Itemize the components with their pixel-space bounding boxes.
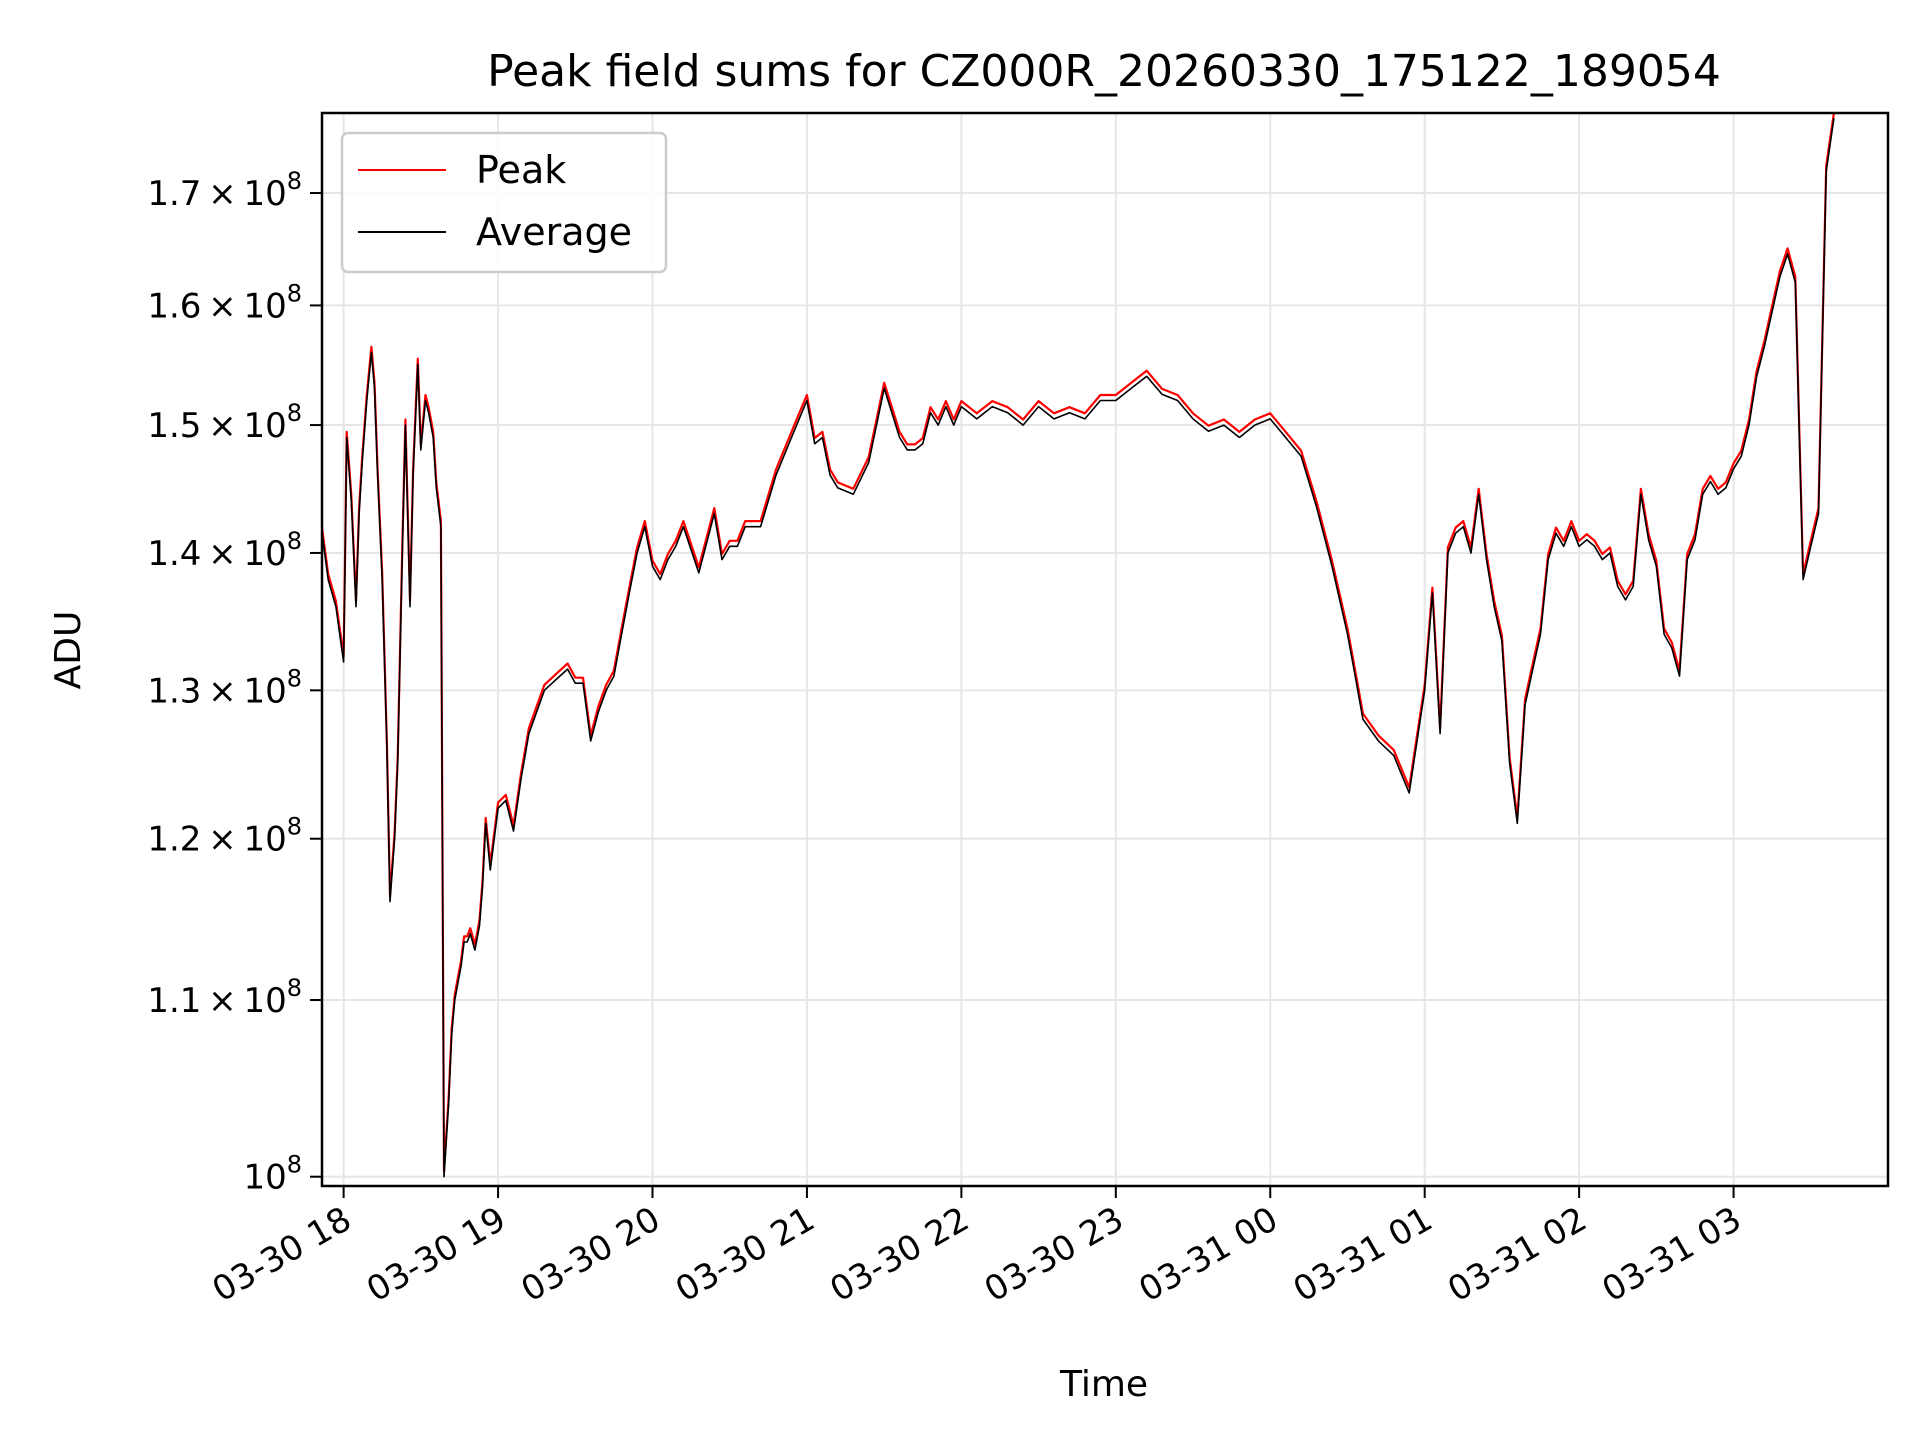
- legend-box: [340, 131, 668, 274]
- series-lines: [320, 112, 1835, 1178]
- x-tick-label: 03-30 23: [978, 1199, 1130, 1310]
- x-tick-label: 03-30 22: [823, 1199, 975, 1310]
- plot-frame: [320, 111, 1890, 1188]
- legend: Peak Average: [340, 131, 668, 274]
- x-tick-label: 03-30 20: [515, 1199, 667, 1310]
- y-tick-label: 1.4 × 108: [147, 527, 302, 574]
- y-tick-label: 1.7 × 108: [147, 167, 302, 214]
- x-tick-label: 03-30 21: [669, 1199, 821, 1310]
- y-axis: 108 1.1 × 108 1.2 × 108 1.3 × 108 1.4 × 108 1…: [147, 167, 322, 1198]
- legend-label-peak: Peak: [476, 148, 566, 192]
- x-tick-label: 03-30 18: [206, 1199, 358, 1310]
- y-tick-label: 1.1 × 108: [147, 974, 302, 1021]
- y-tick-label: 1.6 × 108: [147, 279, 302, 326]
- x-axis-label: Time: [1059, 1364, 1148, 1405]
- series-line-average: [321, 118, 1835, 1178]
- x-tick-label: 03-31 03: [1596, 1199, 1748, 1310]
- grid: [322, 113, 1888, 1186]
- y-tick-label: 1.5 × 108: [147, 399, 302, 446]
- y-axis-label: ADU: [48, 611, 89, 690]
- x-tick-label: 03-31 00: [1132, 1199, 1284, 1310]
- y-tick-label: 108: [243, 1151, 302, 1198]
- x-tick-label: 03-30 19: [360, 1199, 512, 1310]
- y-tick-label: 1.3 × 108: [147, 664, 302, 711]
- chart-title: Peak field sums for CZ000R_20260330_1751…: [487, 46, 1721, 97]
- y-tick-label: 1.2 × 108: [147, 813, 302, 860]
- x-axis: 03-30 18 03-30 19 03-30 20 03-30 21 03-30 22…: [206, 1186, 1748, 1310]
- legend-label-average: Average: [476, 210, 632, 254]
- x-tick-label: 03-31 01: [1287, 1199, 1439, 1310]
- x-tick-label: 03-31 02: [1441, 1199, 1593, 1310]
